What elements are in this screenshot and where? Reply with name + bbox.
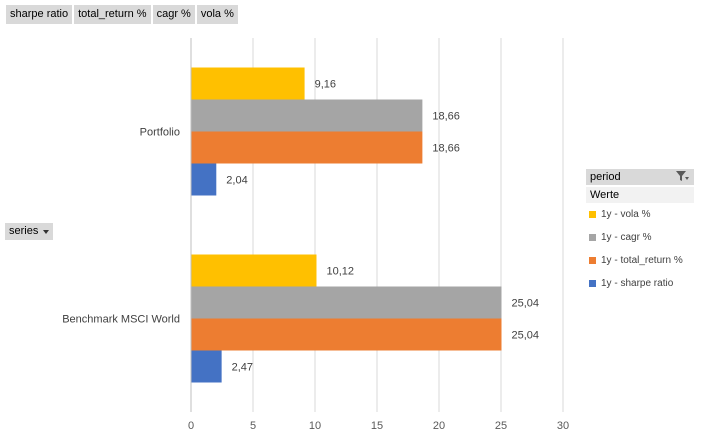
data-label: 2,04 — [226, 175, 247, 187]
field-button-cagr[interactable]: cagr % — [152, 5, 195, 24]
data-label: 18,66 — [432, 143, 460, 155]
filter-icon[interactable] — [676, 171, 690, 183]
series-filter-label: series — [9, 225, 39, 237]
bar — [191, 163, 217, 196]
category-label: Benchmark MSCI World — [62, 314, 180, 326]
field-button-bar: sharpe ratio total_return % cagr % vola … — [6, 5, 238, 24]
legend-label: 1y - total_return % — [601, 255, 683, 266]
series-filter-button[interactable]: series — [5, 223, 54, 240]
data-label: 25,04 — [511, 330, 539, 342]
legend-item: 1y - vola % — [586, 203, 694, 226]
field-button-vola[interactable]: vola % — [196, 5, 238, 24]
bar — [191, 131, 423, 164]
data-label: 10,12 — [326, 266, 354, 278]
category-label: Portfolio — [140, 127, 180, 139]
bar — [191, 67, 305, 100]
legend: period Werte 1y - vola % 1y - cagr % 1y - … — [586, 169, 694, 295]
x-tick-label: 5 — [250, 420, 256, 432]
bar — [191, 286, 502, 319]
legend-swatch — [589, 234, 596, 241]
data-label: 2,47 — [232, 362, 253, 374]
x-tick-label: 0 — [188, 420, 194, 432]
legend-title: period — [590, 171, 621, 183]
field-button-sharpe-ratio[interactable]: sharpe ratio — [6, 5, 73, 24]
legend-header[interactable]: period — [586, 169, 694, 185]
legend-item: 1y - total_return % — [586, 249, 694, 272]
bar — [191, 99, 423, 132]
field-button-total-return[interactable]: total_return % — [74, 5, 151, 24]
legend-swatch — [589, 280, 596, 287]
data-label: 18,66 — [432, 111, 460, 123]
legend-swatch — [589, 257, 596, 264]
legend-label: 1y - vola % — [601, 209, 651, 220]
data-label: 9,16 — [315, 79, 336, 91]
legend-swatch — [589, 211, 596, 218]
bar — [191, 318, 502, 351]
legend-label: 1y - cagr % — [601, 232, 652, 243]
dropdown-arrow-icon — [43, 229, 50, 234]
x-tick-label: 25 — [495, 420, 507, 432]
x-tick-label: 15 — [371, 420, 383, 432]
x-tick-label: 10 — [309, 420, 321, 432]
legend-item: 1y - sharpe ratio — [586, 272, 694, 295]
bar — [191, 254, 317, 287]
legend-subtitle: Werte — [586, 187, 694, 203]
x-tick-label: 20 — [433, 420, 445, 432]
legend-label: 1y - sharpe ratio — [601, 278, 674, 289]
legend-item: 1y - cagr % — [586, 226, 694, 249]
x-tick-label: 30 — [557, 420, 569, 432]
data-label: 25,04 — [511, 298, 539, 310]
bar — [191, 350, 222, 383]
